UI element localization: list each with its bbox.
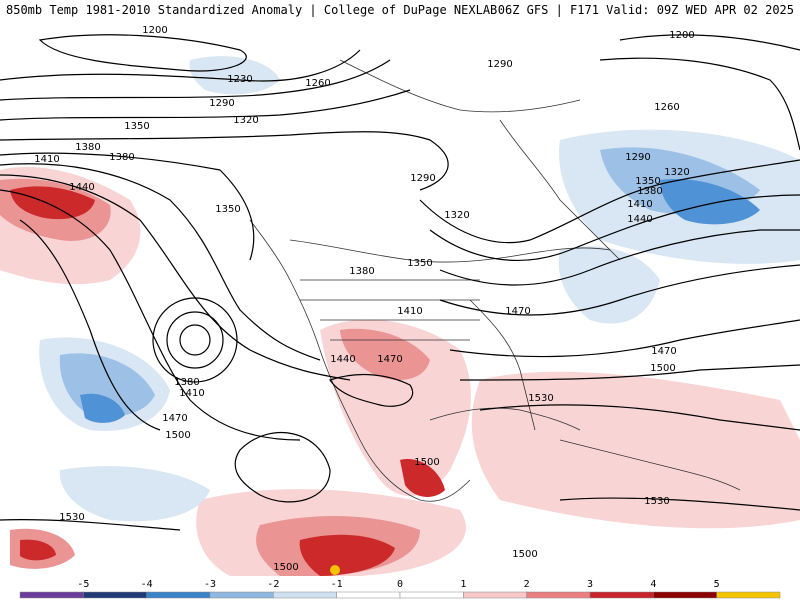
contour-label: 1290 bbox=[209, 98, 234, 109]
anomaly-colorbar: -5 -4 -3 -2 -1 0 1 2 3 4 5 bbox=[19, 579, 781, 599]
contour-label: 1500 bbox=[273, 562, 298, 573]
warm-anomaly-region bbox=[10, 186, 95, 220]
colorbar-tick-label: 3 bbox=[587, 579, 593, 590]
contour-label: 1350 bbox=[124, 121, 149, 132]
contour-label: 1380 bbox=[174, 377, 199, 388]
contour-label: 1350 bbox=[635, 176, 660, 187]
colorbar-swatch bbox=[146, 591, 211, 599]
colorbar-tick-label: 0 bbox=[397, 579, 403, 590]
colorbar-swatch bbox=[399, 591, 464, 599]
map-header: 850mb Temp 1981-2010 Standardized Anomal… bbox=[0, 0, 800, 20]
colorbar-tick-label: -5 bbox=[77, 579, 89, 590]
contour-label: 1410 bbox=[397, 306, 422, 317]
contour-label: 1470 bbox=[651, 346, 676, 357]
contour-label: 1530 bbox=[59, 512, 84, 523]
contour-label: 1350 bbox=[407, 258, 432, 269]
cold-anomaly-region bbox=[189, 56, 280, 95]
colorbar-swatch bbox=[589, 591, 654, 599]
colorbar-tick-label: -1 bbox=[331, 579, 343, 590]
colorbar-tick-label: 4 bbox=[650, 579, 656, 590]
colorbar-swatch bbox=[716, 591, 781, 599]
contour-label: 1350 bbox=[215, 204, 240, 215]
contour-label: 1530 bbox=[528, 393, 553, 404]
contour-label: 1470 bbox=[505, 306, 530, 317]
contour-label: 1320 bbox=[233, 115, 258, 126]
colorbar-tick-labels: -5 -4 -3 -2 -1 0 1 2 3 4 5 bbox=[77, 579, 719, 590]
contour-label: 1380 bbox=[349, 266, 374, 277]
contour-label: 1200 bbox=[142, 25, 167, 36]
contour-label: 1380 bbox=[109, 152, 134, 163]
height-contours bbox=[0, 34, 800, 531]
model-valid-time: 06Z GFS | F171 Valid: 09Z WED APR 02 202… bbox=[497, 3, 794, 17]
colorbar-tick-label: -4 bbox=[141, 579, 153, 590]
contour-label: 1500 bbox=[414, 457, 439, 468]
contour-label: 1290 bbox=[410, 173, 435, 184]
colorbar-swatch bbox=[209, 591, 274, 599]
cold-anomaly-region bbox=[660, 179, 760, 225]
colorbar-swatch bbox=[336, 591, 401, 599]
contour-label: 1500 bbox=[165, 430, 190, 441]
contour-label: 1290 bbox=[487, 59, 512, 70]
contour-label: 1410 bbox=[627, 199, 652, 210]
warm-anomaly-region bbox=[400, 459, 445, 497]
colorbar-tick-label: 5 bbox=[714, 579, 720, 590]
colorbar-tick-label: -2 bbox=[267, 579, 279, 590]
contour-label: 1440 bbox=[330, 354, 355, 365]
colorbar-swatches bbox=[19, 591, 781, 599]
contour-label: 1230 bbox=[227, 74, 252, 85]
colorbar-tick-label: -3 bbox=[204, 579, 216, 590]
contour-label: 1260 bbox=[654, 102, 679, 113]
cold-anomaly-region bbox=[558, 246, 660, 324]
contour-label: 1470 bbox=[162, 413, 187, 424]
colorbar-swatch bbox=[463, 591, 527, 599]
warm-anomaly-region bbox=[299, 534, 395, 576]
coastlines bbox=[249, 59, 741, 502]
cold-anomaly-region bbox=[80, 393, 125, 423]
contour-label: 1440 bbox=[627, 214, 652, 225]
colorbar-tick-label: 1 bbox=[460, 579, 466, 590]
cold-anomaly-region bbox=[59, 466, 210, 522]
contour-label: 1320 bbox=[664, 167, 689, 178]
warm-anomaly-region bbox=[20, 539, 56, 561]
colorbar-swatch bbox=[83, 591, 147, 599]
contour-label: 1470 bbox=[377, 354, 402, 365]
contour-label: 1440 bbox=[69, 182, 94, 193]
warm-anomaly-region bbox=[471, 371, 800, 529]
anomaly-map: 1200 1200 1230 1260 1260 1290 1290 1290 … bbox=[0, 25, 800, 576]
contour-label: 1410 bbox=[179, 388, 204, 399]
map-title: 850mb Temp 1981-2010 Standardized Anomal… bbox=[6, 3, 498, 17]
contour-label: 1500 bbox=[650, 363, 675, 374]
contour-label: 1410 bbox=[34, 154, 59, 165]
colorbar-swatch bbox=[526, 591, 591, 599]
colorbar-swatch bbox=[653, 591, 717, 599]
colorbar-swatch bbox=[273, 591, 337, 599]
contour-label: 1320 bbox=[444, 210, 469, 221]
contour-label: 1530 bbox=[644, 496, 669, 507]
contour-label: 1380 bbox=[637, 186, 662, 197]
warm-anomaly-region bbox=[340, 328, 430, 380]
contour-label: 1200 bbox=[669, 30, 694, 41]
colorbar-tick-label: 2 bbox=[524, 579, 530, 590]
contour-label: 1500 bbox=[512, 549, 537, 560]
contour-label-group: 1200 1200 1230 1260 1260 1290 1290 1290 … bbox=[34, 25, 694, 573]
colorbar-swatch bbox=[19, 591, 84, 599]
contour-label: 1290 bbox=[625, 152, 650, 163]
contour-label: 1380 bbox=[75, 142, 100, 153]
contour-label: 1260 bbox=[305, 78, 330, 89]
warm-anomaly-region bbox=[320, 319, 471, 497]
